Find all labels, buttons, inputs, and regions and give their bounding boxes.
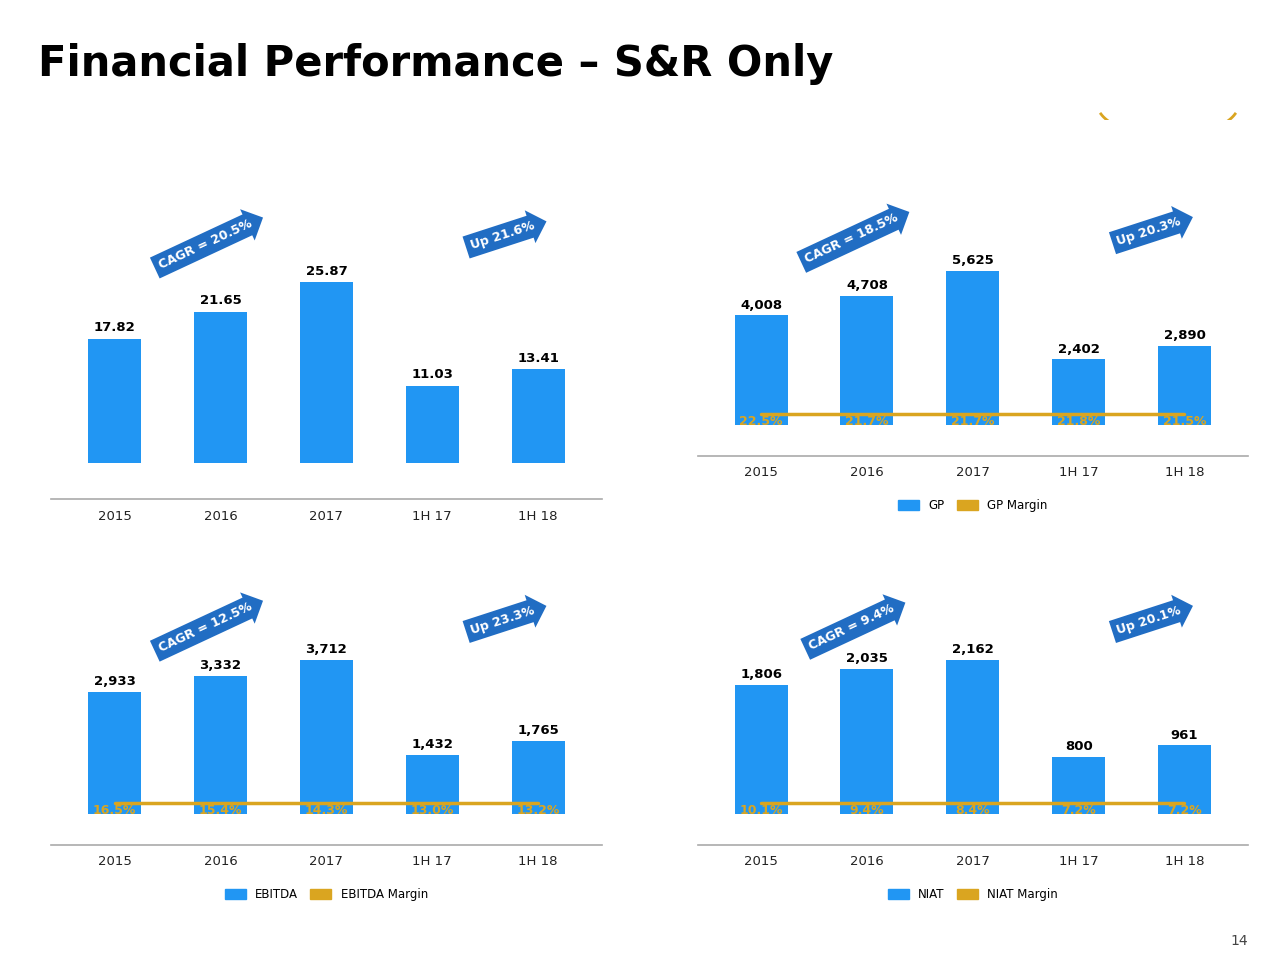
- Bar: [512, 741, 564, 814]
- Text: 13.0%: 13.0%: [411, 804, 454, 817]
- Text: 2,035: 2,035: [846, 652, 888, 665]
- Text: 2,402: 2,402: [1057, 343, 1100, 355]
- Legend: GP, GP Margin: GP, GP Margin: [893, 494, 1052, 516]
- Text: 7.2%: 7.2%: [1061, 804, 1096, 817]
- Text: 800: 800: [1065, 740, 1093, 754]
- Text: 13.2%: 13.2%: [516, 804, 559, 817]
- Bar: [300, 282, 353, 463]
- Bar: [195, 676, 247, 814]
- Text: 17.82: 17.82: [93, 321, 136, 334]
- Text: Up 23.3%: Up 23.3%: [468, 604, 536, 636]
- Text: 16.5%: 16.5%: [93, 804, 137, 817]
- Text: 4,008: 4,008: [740, 299, 782, 312]
- Bar: [512, 370, 564, 463]
- Text: 13.41: 13.41: [517, 352, 559, 365]
- Bar: [735, 685, 787, 814]
- Bar: [88, 692, 141, 814]
- Text: Revenues (in PHP Billions): Revenues (in PHP Billions): [41, 176, 239, 189]
- Text: 5,625: 5,625: [952, 254, 993, 267]
- Text: 21.5%: 21.5%: [1162, 415, 1206, 428]
- Bar: [195, 312, 247, 463]
- Text: 25.87: 25.87: [306, 265, 347, 277]
- Bar: [406, 386, 458, 463]
- Text: 1,806: 1,806: [740, 668, 782, 682]
- Bar: [88, 339, 141, 463]
- Legend: EBITDA, EBITDA Margin: EBITDA, EBITDA Margin: [220, 883, 433, 905]
- Text: S&R: S&R: [1142, 44, 1194, 64]
- Text: Membership Shopping: Membership Shopping: [1125, 86, 1211, 95]
- Text: 9.4%: 9.4%: [850, 804, 884, 817]
- Text: 8.4%: 8.4%: [955, 804, 991, 817]
- Bar: [406, 755, 458, 814]
- Text: 21.65: 21.65: [200, 295, 242, 307]
- Bar: [300, 660, 353, 814]
- Text: 22.5%: 22.5%: [740, 415, 783, 428]
- Text: 15.4%: 15.4%: [198, 804, 242, 817]
- Text: 2,890: 2,890: [1164, 329, 1206, 342]
- Bar: [1158, 746, 1211, 814]
- Text: 961: 961: [1171, 729, 1198, 742]
- Bar: [946, 271, 1000, 425]
- Text: 21.7%: 21.7%: [845, 415, 888, 428]
- Text: 3,712: 3,712: [306, 643, 347, 656]
- Bar: [841, 297, 893, 425]
- Text: Gross Profit & Margins (in PHP millions): Gross Profit & Margins (in PHP millions): [687, 176, 987, 189]
- Text: Financial Performance – S&R Only: Financial Performance – S&R Only: [38, 43, 833, 85]
- Text: EBITDA and Margin (in PHP millions): EBITDA and Margin (in PHP millions): [41, 564, 315, 578]
- Text: 21.7%: 21.7%: [951, 415, 995, 428]
- Text: 2,933: 2,933: [93, 676, 136, 688]
- Bar: [1158, 346, 1211, 425]
- Text: 3,332: 3,332: [200, 659, 242, 672]
- Text: 11.03: 11.03: [411, 369, 453, 381]
- Text: 7.2%: 7.2%: [1167, 804, 1202, 817]
- Text: 10.1%: 10.1%: [740, 804, 783, 817]
- Text: Up 20.3%: Up 20.3%: [1115, 215, 1183, 248]
- Bar: [841, 669, 893, 814]
- Text: 21.8%: 21.8%: [1057, 415, 1101, 428]
- Text: CAGR = 18.5%: CAGR = 18.5%: [803, 211, 900, 266]
- Text: 1,765: 1,765: [517, 724, 559, 737]
- Bar: [1052, 359, 1105, 425]
- Text: 2,162: 2,162: [952, 643, 993, 656]
- Text: Up 20.1%: Up 20.1%: [1115, 604, 1183, 636]
- Bar: [735, 316, 787, 425]
- Text: 14.3%: 14.3%: [305, 804, 348, 817]
- Text: 1,432: 1,432: [411, 737, 453, 751]
- Text: CAGR = 12.5%: CAGR = 12.5%: [156, 600, 253, 655]
- Bar: [1052, 757, 1105, 814]
- Bar: [946, 660, 1000, 814]
- Text: CAGR = 9.4%: CAGR = 9.4%: [806, 602, 896, 653]
- Text: Net Profit & Margins (in PHP millions): Net Profit & Margins (in PHP millions): [687, 564, 972, 578]
- Text: 14: 14: [1230, 934, 1248, 948]
- Legend: NIAT, NIAT Margin: NIAT, NIAT Margin: [883, 883, 1062, 905]
- Text: CAGR = 20.5%: CAGR = 20.5%: [156, 217, 253, 272]
- Text: Up 21.6%: Up 21.6%: [468, 219, 536, 252]
- Text: 4,708: 4,708: [846, 279, 888, 293]
